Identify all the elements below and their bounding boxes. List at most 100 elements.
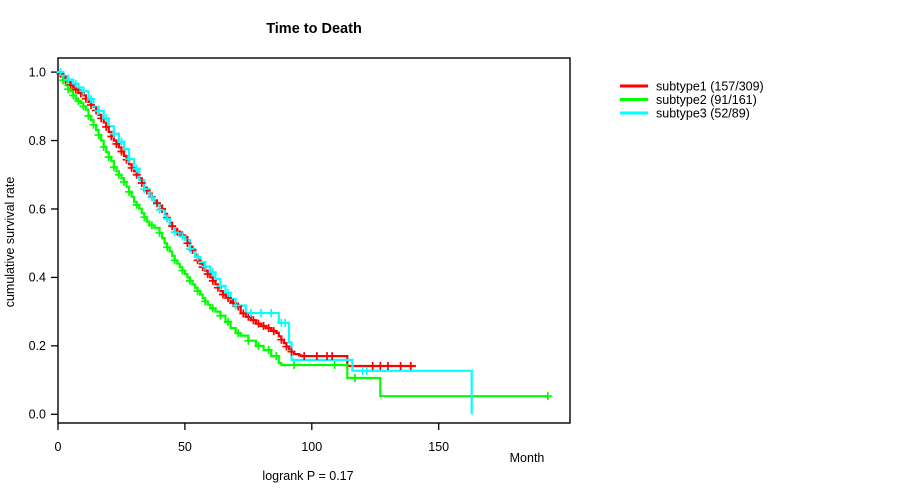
censor-tick bbox=[362, 366, 371, 375]
censor-tick bbox=[203, 269, 212, 278]
censor-marks bbox=[56, 68, 552, 401]
censor-tick bbox=[86, 95, 95, 104]
censor-tick bbox=[79, 87, 88, 96]
x-tick-label-3: 150 bbox=[428, 440, 449, 454]
y-axis-ticks: 0.0 0.2 0.4 0.6 0.8 1.0 bbox=[29, 65, 58, 422]
censor-tick bbox=[254, 341, 263, 350]
censor-tick bbox=[137, 178, 146, 187]
censor-tick bbox=[163, 243, 172, 252]
y-tick-label-4: 0.8 bbox=[29, 134, 46, 148]
censor-tick bbox=[272, 352, 281, 361]
censor-tick bbox=[406, 362, 415, 371]
censor-tick bbox=[396, 362, 405, 371]
censor-tick bbox=[244, 336, 253, 345]
censor-tick bbox=[109, 163, 118, 172]
censor-tick bbox=[74, 97, 83, 106]
censor-tick bbox=[117, 147, 126, 156]
legend-label-subtype2: subtype2 (91/161) bbox=[656, 93, 757, 107]
censor-tick bbox=[376, 362, 385, 371]
censor-tick bbox=[152, 199, 161, 208]
chart-title: Time to Death bbox=[266, 21, 362, 37]
censor-tick bbox=[224, 288, 233, 297]
censor-tick bbox=[178, 266, 187, 275]
censor-tick bbox=[267, 309, 276, 318]
censor-tick bbox=[281, 318, 290, 327]
censor-tick bbox=[328, 352, 337, 361]
censor-marks-subtype3 bbox=[56, 68, 371, 375]
censor-tick bbox=[56, 68, 65, 77]
censor-tick bbox=[543, 392, 552, 401]
censor-tick bbox=[185, 276, 194, 285]
censor-tick bbox=[287, 347, 296, 356]
censor-tick bbox=[84, 111, 93, 120]
censor-tick bbox=[201, 262, 210, 271]
censor-tick bbox=[140, 213, 149, 222]
censor-tick bbox=[234, 329, 243, 338]
censor-tick bbox=[64, 75, 73, 84]
censor-tick bbox=[193, 287, 202, 296]
x-axis-ticks: 0 50 100 150 bbox=[55, 423, 449, 454]
censor-tick bbox=[79, 102, 88, 111]
censor-tick bbox=[290, 361, 299, 370]
censor-tick bbox=[231, 301, 240, 310]
censor-tick bbox=[155, 205, 164, 214]
censor-tick bbox=[155, 228, 164, 237]
survival-curves bbox=[58, 71, 548, 415]
censor-tick bbox=[178, 232, 187, 241]
censor-tick bbox=[132, 164, 141, 173]
y-tick-label-1: 0.2 bbox=[29, 339, 46, 353]
censor-tick bbox=[132, 200, 141, 209]
censor-tick bbox=[125, 155, 134, 164]
censor-tick bbox=[383, 362, 392, 371]
censor-tick bbox=[312, 352, 321, 361]
censor-tick bbox=[89, 120, 98, 129]
x-axis-label: Month bbox=[510, 451, 545, 465]
censor-tick bbox=[216, 311, 225, 320]
censor-tick bbox=[269, 327, 278, 336]
censor-tick bbox=[246, 309, 255, 318]
censor-tick bbox=[257, 309, 266, 318]
censor-tick bbox=[350, 374, 359, 383]
censor-tick bbox=[104, 152, 113, 161]
censor-tick bbox=[300, 352, 309, 361]
censor-tick bbox=[168, 222, 177, 231]
logrank-pvalue: logrank P = 0.17 bbox=[262, 469, 353, 483]
y-tick-label-0: 0.0 bbox=[29, 408, 46, 422]
censor-tick bbox=[170, 228, 179, 237]
censor-tick bbox=[239, 309, 248, 318]
censor-tick bbox=[147, 221, 156, 230]
legend-label-subtype3: subtype3 (52/89) bbox=[656, 107, 750, 121]
censor-tick bbox=[218, 290, 227, 299]
censor-tick bbox=[147, 193, 156, 202]
censor-tick bbox=[163, 214, 172, 223]
y-tick-label-3: 0.6 bbox=[29, 202, 46, 216]
censor-tick bbox=[71, 79, 80, 88]
censor-tick bbox=[259, 322, 268, 331]
censor-tick bbox=[193, 252, 202, 261]
censor-tick bbox=[94, 106, 103, 115]
censor-marks-subtype2 bbox=[59, 76, 552, 401]
plot-box bbox=[57, 57, 571, 424]
censor-tick bbox=[264, 324, 273, 333]
censor-tick bbox=[277, 335, 286, 344]
curve-subtype2 bbox=[58, 71, 548, 398]
censor-tick bbox=[119, 177, 128, 186]
censor-tick bbox=[224, 317, 233, 326]
censor-tick bbox=[112, 139, 121, 148]
curve-subtype3 bbox=[58, 71, 473, 415]
censor-tick bbox=[208, 268, 217, 277]
censor-tick bbox=[330, 361, 339, 370]
y-tick-label-2: 0.4 bbox=[29, 271, 46, 285]
y-tick-label-5: 1.0 bbox=[29, 65, 46, 79]
censor-tick bbox=[114, 170, 123, 179]
censor-tick bbox=[109, 129, 118, 138]
censor-tick bbox=[282, 342, 291, 351]
censor-tick bbox=[69, 91, 78, 100]
censor-tick bbox=[249, 316, 258, 325]
x-tick-label-2: 100 bbox=[301, 440, 322, 454]
censor-tick bbox=[208, 304, 217, 313]
x-tick-label-1: 50 bbox=[178, 440, 192, 454]
censor-tick bbox=[140, 185, 149, 194]
censor-tick bbox=[102, 114, 111, 123]
